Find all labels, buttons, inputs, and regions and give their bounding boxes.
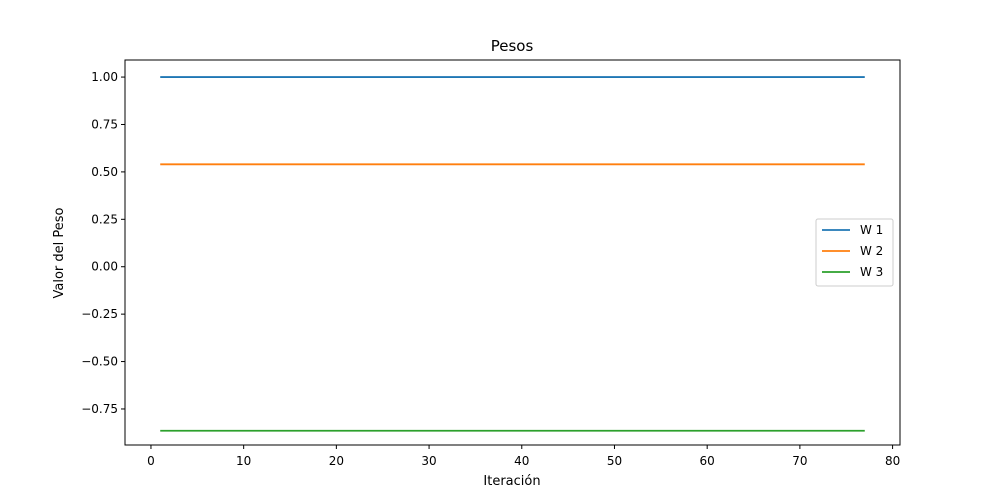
x-tick-label: 30: [421, 454, 436, 468]
legend-label-w2: W 2: [860, 244, 883, 258]
y-tick-label: 0.50: [91, 165, 118, 179]
legend-box: [815, 218, 894, 287]
plot-area: [124, 59, 901, 446]
y-tick-label: 0.00: [91, 260, 118, 274]
y-tick-label: 1.00: [91, 70, 118, 84]
y-axis-label: Valor del Peso: [52, 207, 67, 298]
y-tick-label: 0.25: [91, 212, 118, 226]
legend-label-w3: W 3: [860, 265, 883, 279]
y-tick-label: −0.50: [81, 355, 118, 369]
chart-title: Pesos: [491, 37, 534, 55]
legend: W 1 W 2 W 3: [815, 218, 894, 287]
x-tick-label: 0: [147, 454, 155, 468]
x-tick-label: 40: [514, 454, 529, 468]
x-tick-label: 10: [236, 454, 251, 468]
legend-label-w1: W 1: [860, 223, 883, 237]
x-tick-label: 50: [607, 454, 622, 468]
x-tick-label: 80: [885, 454, 900, 468]
series-lines: [160, 76, 865, 432]
y-tick-label: 0.75: [91, 117, 118, 131]
x-axis-label: Iteración: [483, 474, 540, 489]
y-tick-label: −0.75: [81, 402, 118, 416]
y-axis: 1.00 0.75 0.50 0.25 0.00 −0.25 −0.50 −0.75: [81, 70, 125, 416]
x-tick-label: 20: [329, 454, 344, 468]
x-axis: 0 10 20 30 40 50 60 70 80: [147, 445, 900, 468]
x-tick-label: 70: [792, 454, 807, 468]
x-tick-label: 60: [700, 454, 715, 468]
y-tick-label: −0.25: [81, 307, 118, 321]
